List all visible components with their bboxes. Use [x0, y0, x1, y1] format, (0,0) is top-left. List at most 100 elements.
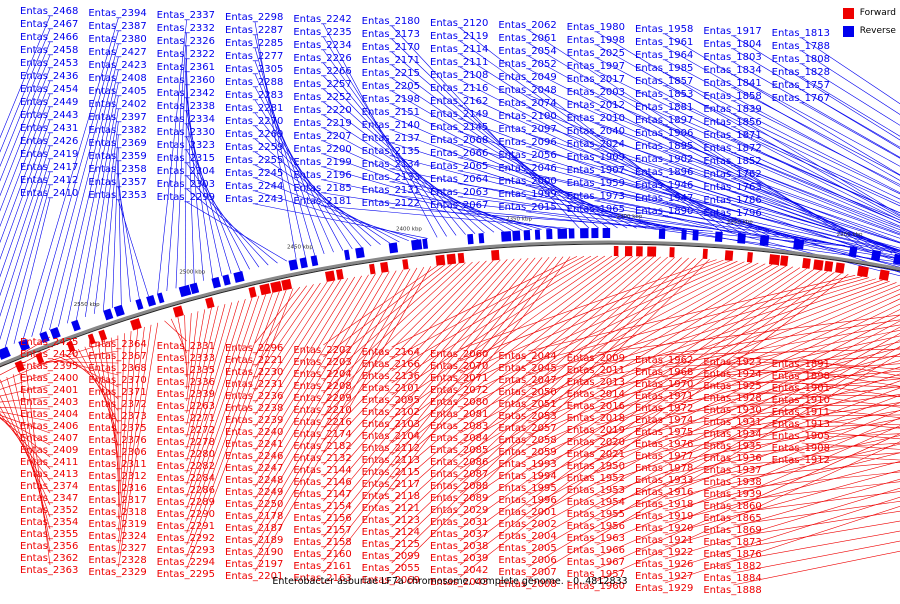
- reverse-gene-label: Entas_2171: [362, 55, 420, 66]
- reverse-gene-label: Entas_2266: [293, 66, 351, 77]
- forward-gene-label: Entas_2364: [88, 339, 146, 350]
- forward-gene-label: Entas_2400: [20, 373, 78, 384]
- reverse-gene: [190, 283, 200, 295]
- reverse-gene: [501, 231, 511, 242]
- forward-gene-label: Entas_2156: [293, 513, 351, 524]
- forward-gene-label: Entas_2248: [225, 475, 283, 486]
- forward-gene-label: Entas_2376: [88, 435, 146, 446]
- reverse-gene-label: Entas_2468: [20, 6, 78, 17]
- reverse-gene-label: Entas_1907: [567, 165, 625, 176]
- reverse-gene-label: Entas_2281: [225, 103, 283, 114]
- reverse-gene-label: Entas_2062: [498, 20, 556, 31]
- reverse-gene-label: Entas_2122: [362, 198, 420, 209]
- reverse-gene-label: Entas_2111: [430, 57, 488, 68]
- forward-gene-label: Entas_2230: [225, 367, 283, 378]
- reverse-gene-label: Entas_2215: [362, 68, 420, 79]
- forward-gene-label: Entas_1908: [772, 443, 830, 454]
- reverse-gene-label: Entas_2219: [293, 118, 351, 129]
- reverse-gene-label: Entas_1906: [635, 128, 693, 139]
- forward-gene-label: Entas_2014: [567, 389, 625, 400]
- label-connector: [118, 187, 139, 299]
- reverse-gene-label: Entas_2054: [498, 46, 556, 57]
- forward-gene-label: Entas_2336: [157, 377, 215, 388]
- reverse-gene-label: Entas_1834: [703, 65, 761, 76]
- forward-gene-label: Entas_2174: [293, 429, 351, 440]
- reverse-gene: [737, 233, 746, 244]
- forward-gene: [647, 246, 656, 256]
- reverse-gene-label: Entas_1965: [567, 204, 625, 215]
- label-connector: [164, 321, 186, 341]
- reverse-gene-label: Entas_2097: [498, 124, 556, 135]
- reverse-gene-label: Entas_1997: [567, 61, 625, 72]
- reverse-gene-label: Entas_2305: [225, 64, 283, 75]
- forward-gene-label: Entas_1952: [567, 473, 625, 484]
- forward-gene-label: Entas_2123: [362, 515, 420, 526]
- forward-gene: [248, 287, 256, 298]
- forward-gene-label: Entas_2278: [157, 437, 215, 448]
- forward-gene-label: Entas_2147: [293, 489, 351, 500]
- forward-gene-label: Entas_1963: [567, 533, 625, 544]
- forward-gene: [614, 246, 619, 256]
- forward-gene-label: Entas_2221: [225, 355, 283, 366]
- reverse-gene-label: Entas_2185: [293, 183, 351, 194]
- forward-gene-label: Entas_1916: [635, 487, 693, 498]
- forward-gene-label: Entas_1974: [635, 415, 693, 426]
- reverse-gene-label: Entas_1872: [703, 143, 761, 154]
- forward-gene-label: Entas_1995: [498, 483, 556, 494]
- forward-gene-label: Entas_2164: [362, 347, 420, 358]
- forward-gene-label: Entas_2144: [293, 465, 351, 476]
- forward-gene-label: Entas_1925: [703, 381, 761, 392]
- reverse-gene-label: Entas_2120: [430, 18, 488, 29]
- forward-gene-label: Entas_2057: [498, 423, 556, 434]
- reverse-gene-label: Entas_1841: [703, 78, 761, 89]
- forward-gene-label: Entas_1977: [635, 451, 693, 462]
- reverse-swatch: [843, 26, 854, 37]
- reverse-gene: [692, 230, 698, 240]
- reverse-gene-label: Entas_2359: [88, 151, 146, 162]
- reverse-gene: [557, 229, 567, 239]
- forward-gene-label: Entas_2291: [157, 521, 215, 532]
- reverse-gene-label: Entas_1763: [703, 182, 761, 193]
- forward-gene-label: Entas_2154: [293, 501, 351, 512]
- forward-gene-label: Entas_2018: [567, 413, 625, 424]
- forward-gene-label: Entas_2289: [157, 497, 215, 508]
- forward-gene: [780, 255, 788, 266]
- reverse-gene-label: Entas_2220: [293, 105, 351, 116]
- forward-gene-label: Entas_2080: [430, 397, 488, 408]
- forward-gene-label: Entas_2409: [20, 445, 78, 456]
- forward-gene-label: Entas_2280: [157, 449, 215, 460]
- forward-gene-label: Entas_2327: [88, 543, 146, 554]
- forward-gene-label: Entas_1891: [772, 359, 830, 370]
- reverse-gene-label: Entas_2235: [293, 27, 351, 38]
- reverse-gene: [146, 295, 156, 307]
- forward-gene-label: Entas_1954: [567, 497, 625, 508]
- reverse-gene-label: Entas_1828: [772, 67, 830, 78]
- forward-gene-label: Entas_2166: [362, 359, 420, 370]
- reverse-gene: [355, 247, 365, 258]
- forward-gene-label: Entas_2395: [20, 361, 78, 372]
- forward-gene-label: Entas_1928: [703, 393, 761, 404]
- forward-gene-label: Entas_2403: [20, 397, 78, 408]
- forward-gene-label: Entas_2042: [430, 565, 488, 576]
- forward-gene-label: Entas_2425: [20, 337, 78, 348]
- reverse-gene: [103, 308, 113, 320]
- forward-gene-label: Entas_1901: [772, 383, 830, 394]
- reverse-gene-label: Entas_2338: [157, 101, 215, 112]
- forward-gene-label: Entas_2006: [498, 555, 556, 566]
- reverse-gene-label: Entas_1973: [567, 191, 625, 202]
- forward-gene-label: Entas_2250: [225, 499, 283, 510]
- forward-gene-label: Entas_2020: [567, 437, 625, 448]
- forward-gene-label: Entas_2087: [430, 469, 488, 480]
- reverse-gene: [659, 229, 665, 239]
- reverse-gene-label: Entas_1803: [703, 52, 761, 63]
- reverse-gene: [288, 259, 298, 270]
- forward-gene-label: Entas_2031: [430, 517, 488, 528]
- reverse-gene-label: Entas_1946: [635, 180, 693, 191]
- reverse-gene-label: Entas_2137: [362, 133, 420, 144]
- forward-gene: [447, 254, 456, 265]
- reverse-gene-label: Entas_1964: [635, 50, 693, 61]
- scale-tick-label: 2550 kbp: [74, 302, 100, 308]
- reverse-gene: [300, 257, 308, 268]
- forward-gene-label: Entas_2004: [498, 531, 556, 542]
